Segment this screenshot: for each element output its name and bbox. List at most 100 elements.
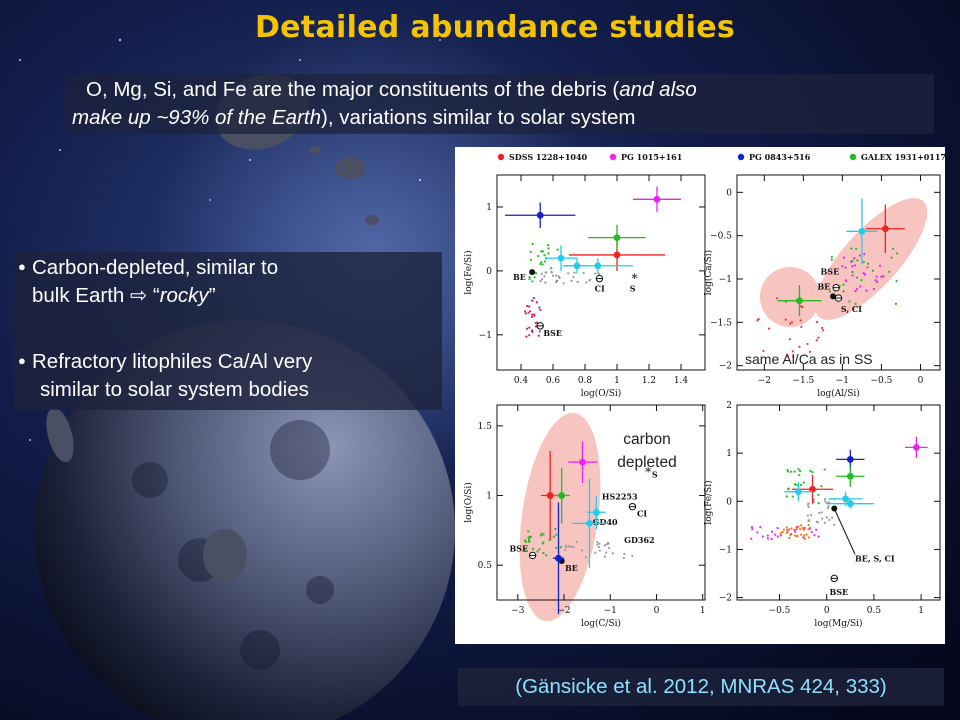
- note-same-alca: same Al/Ca as in SS: [745, 351, 873, 367]
- sample-dot: [781, 530, 784, 534]
- sample-dot: [552, 535, 556, 538]
- sample-dot: [799, 469, 802, 473]
- data-point: [594, 262, 602, 270]
- sample-dot: [563, 548, 567, 551]
- sample-dot: [761, 535, 765, 538]
- sample-dot: [803, 534, 806, 537]
- sample-dot: [850, 260, 853, 263]
- sample-dot: [851, 270, 854, 274]
- sample-dot: [786, 355, 789, 358]
- sample-dot: [594, 272, 597, 275]
- plot-panel-2: −2 −1.5 −1 −0.5 0 −2 −1.5 −1 −0.5 0 log(Al/Si) log(…: [703, 152, 946, 399]
- y-tick-label: −1: [719, 545, 732, 555]
- sample-dot: [820, 511, 823, 514]
- sample-dot: [767, 327, 771, 330]
- sample-dot: [818, 511, 821, 515]
- sample-dot: [536, 550, 539, 553]
- sample-dot: [817, 502, 820, 505]
- sample-dot: [807, 519, 811, 522]
- y-tick-label: 0: [726, 188, 732, 198]
- sample-dot: [554, 527, 557, 531]
- reference-marker: [529, 269, 536, 276]
- sample-dot: [820, 485, 823, 488]
- x-tick-label: 0: [918, 376, 924, 386]
- sample-dot: [540, 261, 543, 264]
- reference-label: BSE: [830, 587, 849, 597]
- sample-dot: [528, 539, 531, 542]
- x-tick-label: −1.5: [792, 376, 814, 386]
- sample-dot: [608, 546, 611, 550]
- sample-dot: [844, 266, 847, 269]
- sample-dot: [531, 313, 534, 316]
- x-tick-label: 0.4: [514, 376, 529, 386]
- data-point: [613, 234, 621, 242]
- bullet-2-line-1: ● Refractory litophiles Ca/Al very: [18, 350, 312, 374]
- y-axis-label: log(O/Si): [463, 482, 474, 523]
- sample-dot: [543, 260, 547, 263]
- sample-dot: [540, 278, 544, 281]
- sample-dot: [771, 530, 774, 533]
- sample-dot: [878, 264, 882, 267]
- sample-dot: [580, 549, 584, 552]
- sample-dot: [788, 528, 791, 531]
- reference-label: BE: [565, 563, 578, 573]
- reference-marker: *: [632, 272, 638, 286]
- sample-dot: [570, 279, 573, 282]
- sample-dot: [805, 533, 808, 536]
- sample-dot: [789, 322, 792, 325]
- y-tick-label: 1.5: [478, 422, 493, 432]
- sample-dot: [779, 531, 782, 534]
- sample-dot: [551, 274, 555, 277]
- legend-marker: [737, 153, 745, 161]
- sample-dot: [530, 315, 534, 318]
- sample-dot: [596, 543, 599, 546]
- x-tick-label: 1: [614, 376, 620, 386]
- plot-panel-1: 0.4 0.6 0.8 1 1.2 1.4 −1 0 1 log(O/Si) log(Fe/Si) B…: [463, 152, 706, 399]
- sample-dot: [894, 302, 898, 305]
- sample-dot: [799, 528, 802, 531]
- y-tick-label: 0.5: [478, 561, 493, 571]
- sample-dot: [824, 500, 827, 503]
- bullet-1-line-2: bulk Earth ⇨ “rocky”: [32, 283, 216, 308]
- sample-dot: [575, 540, 578, 544]
- x-tick-label: 1: [918, 606, 924, 616]
- sample-dot: [766, 534, 769, 537]
- sample-dot: [827, 501, 831, 504]
- sample-dot: [788, 536, 791, 540]
- legend-marker: [497, 153, 505, 161]
- reference-label: BE: [513, 272, 526, 282]
- sample-dot: [810, 514, 813, 517]
- sample-dot: [546, 243, 550, 247]
- sample-dot: [895, 252, 899, 255]
- reference-label: BE: [817, 281, 830, 291]
- sample-dot: [855, 247, 858, 251]
- data-point: [794, 488, 802, 496]
- sample-dot: [865, 289, 868, 292]
- reference-label: BSE: [821, 267, 840, 277]
- sample-dot: [803, 537, 806, 540]
- sample-dot: [811, 470, 814, 474]
- sample-dot: [798, 345, 801, 348]
- sample-dot: [533, 276, 536, 279]
- x-axis-label: log(Al/Si): [817, 388, 860, 399]
- intro-text-box: O, Mg, Si, and Fe are the major constitu…: [66, 74, 934, 134]
- sample-dot: [543, 254, 546, 257]
- x-axis-label: log(C/Si): [581, 618, 621, 629]
- sample-dot: [597, 545, 600, 549]
- reference-label: S: [630, 283, 636, 293]
- sample-dot: [535, 301, 538, 304]
- sample-dot: [564, 544, 568, 548]
- sample-dot: [816, 521, 820, 524]
- sample-dot: [541, 542, 544, 545]
- sample-dot: [576, 280, 579, 284]
- sample-dot: [821, 517, 824, 520]
- reference-label: BSE: [543, 328, 562, 338]
- sample-dot: [524, 310, 527, 313]
- sample-dot: [539, 279, 542, 283]
- sample-dot: [540, 532, 543, 535]
- data-point: [555, 554, 562, 562]
- sample-dot: [862, 260, 865, 264]
- data-point: [846, 456, 854, 463]
- sample-dot: [525, 335, 528, 338]
- data-point: [579, 458, 586, 466]
